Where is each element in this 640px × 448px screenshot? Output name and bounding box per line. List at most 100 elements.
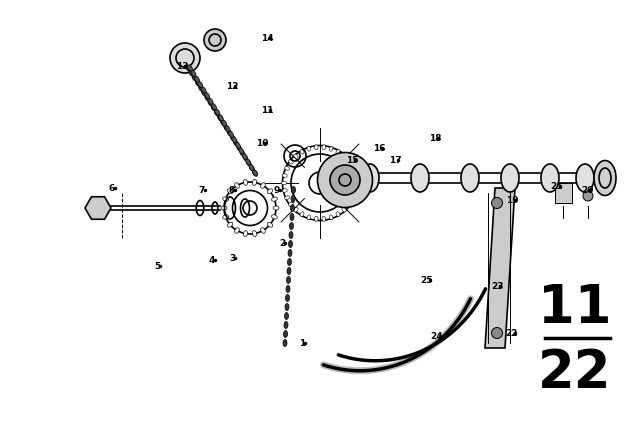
Text: 8: 8: [229, 185, 235, 194]
Ellipse shape: [243, 179, 248, 185]
Ellipse shape: [314, 145, 318, 150]
Ellipse shape: [342, 207, 346, 212]
Ellipse shape: [289, 202, 293, 206]
Ellipse shape: [224, 125, 229, 131]
Ellipse shape: [234, 140, 239, 146]
Ellipse shape: [252, 179, 257, 185]
Ellipse shape: [240, 150, 244, 156]
Ellipse shape: [249, 164, 254, 171]
Ellipse shape: [250, 165, 254, 171]
Circle shape: [492, 198, 502, 208]
Ellipse shape: [576, 164, 594, 192]
Ellipse shape: [246, 160, 251, 166]
Ellipse shape: [221, 206, 227, 210]
Text: 14: 14: [260, 34, 273, 43]
Ellipse shape: [289, 223, 294, 229]
Ellipse shape: [351, 196, 355, 199]
Ellipse shape: [223, 215, 228, 219]
Ellipse shape: [285, 313, 289, 319]
Ellipse shape: [317, 152, 372, 207]
Ellipse shape: [353, 181, 358, 185]
Text: 16: 16: [372, 143, 385, 152]
Ellipse shape: [353, 189, 358, 192]
Ellipse shape: [208, 100, 213, 106]
Ellipse shape: [192, 75, 197, 81]
Ellipse shape: [260, 183, 266, 188]
Text: 15: 15: [346, 155, 358, 164]
Ellipse shape: [285, 294, 289, 302]
Ellipse shape: [342, 154, 346, 159]
Text: 6: 6: [109, 184, 115, 193]
Ellipse shape: [211, 105, 216, 111]
Ellipse shape: [205, 95, 210, 101]
Ellipse shape: [501, 164, 519, 192]
Ellipse shape: [268, 222, 273, 227]
Ellipse shape: [273, 206, 279, 210]
Text: 4: 4: [209, 255, 215, 264]
Ellipse shape: [218, 115, 223, 121]
Ellipse shape: [271, 215, 277, 219]
Ellipse shape: [288, 250, 292, 257]
Ellipse shape: [322, 216, 326, 221]
Ellipse shape: [186, 65, 191, 71]
Ellipse shape: [282, 189, 287, 192]
Ellipse shape: [300, 150, 304, 154]
Ellipse shape: [230, 135, 236, 141]
Ellipse shape: [330, 146, 333, 151]
Ellipse shape: [243, 231, 248, 237]
Ellipse shape: [336, 212, 340, 216]
Ellipse shape: [289, 241, 292, 247]
Ellipse shape: [347, 160, 351, 164]
Text: 11: 11: [260, 105, 273, 115]
Ellipse shape: [287, 267, 291, 275]
Text: 20: 20: [581, 185, 593, 194]
Ellipse shape: [228, 131, 234, 138]
Ellipse shape: [204, 29, 226, 51]
Ellipse shape: [314, 216, 318, 221]
Ellipse shape: [285, 303, 289, 310]
Polygon shape: [85, 197, 111, 219]
Text: 5: 5: [154, 262, 160, 271]
Ellipse shape: [284, 322, 288, 328]
Ellipse shape: [290, 214, 294, 220]
Ellipse shape: [201, 87, 206, 93]
Ellipse shape: [198, 82, 203, 88]
Ellipse shape: [285, 196, 289, 199]
Ellipse shape: [322, 145, 326, 150]
Ellipse shape: [260, 228, 266, 233]
Ellipse shape: [227, 222, 233, 227]
Text: 24: 24: [431, 332, 444, 340]
Ellipse shape: [236, 142, 241, 149]
Ellipse shape: [300, 212, 304, 216]
Text: 7: 7: [199, 185, 205, 194]
Ellipse shape: [284, 331, 287, 337]
Ellipse shape: [235, 183, 239, 188]
Ellipse shape: [330, 165, 360, 195]
Ellipse shape: [353, 174, 358, 177]
Ellipse shape: [252, 170, 257, 176]
Ellipse shape: [583, 191, 593, 201]
Ellipse shape: [208, 98, 213, 104]
Ellipse shape: [170, 43, 200, 73]
Text: 9: 9: [274, 185, 280, 194]
Ellipse shape: [289, 160, 293, 164]
Text: 17: 17: [388, 155, 401, 164]
Ellipse shape: [347, 202, 351, 206]
Text: 1: 1: [299, 339, 305, 348]
Ellipse shape: [286, 285, 290, 293]
Ellipse shape: [291, 186, 296, 194]
Ellipse shape: [205, 92, 210, 99]
Ellipse shape: [287, 276, 291, 284]
Circle shape: [492, 327, 502, 339]
Ellipse shape: [223, 197, 228, 201]
Ellipse shape: [195, 76, 199, 82]
Text: 13: 13: [176, 61, 188, 70]
Ellipse shape: [227, 189, 233, 194]
Ellipse shape: [243, 155, 248, 161]
Ellipse shape: [282, 181, 287, 185]
Ellipse shape: [239, 148, 244, 154]
Ellipse shape: [351, 167, 355, 170]
Ellipse shape: [541, 164, 559, 192]
Polygon shape: [555, 183, 572, 203]
Text: 10: 10: [256, 138, 268, 147]
